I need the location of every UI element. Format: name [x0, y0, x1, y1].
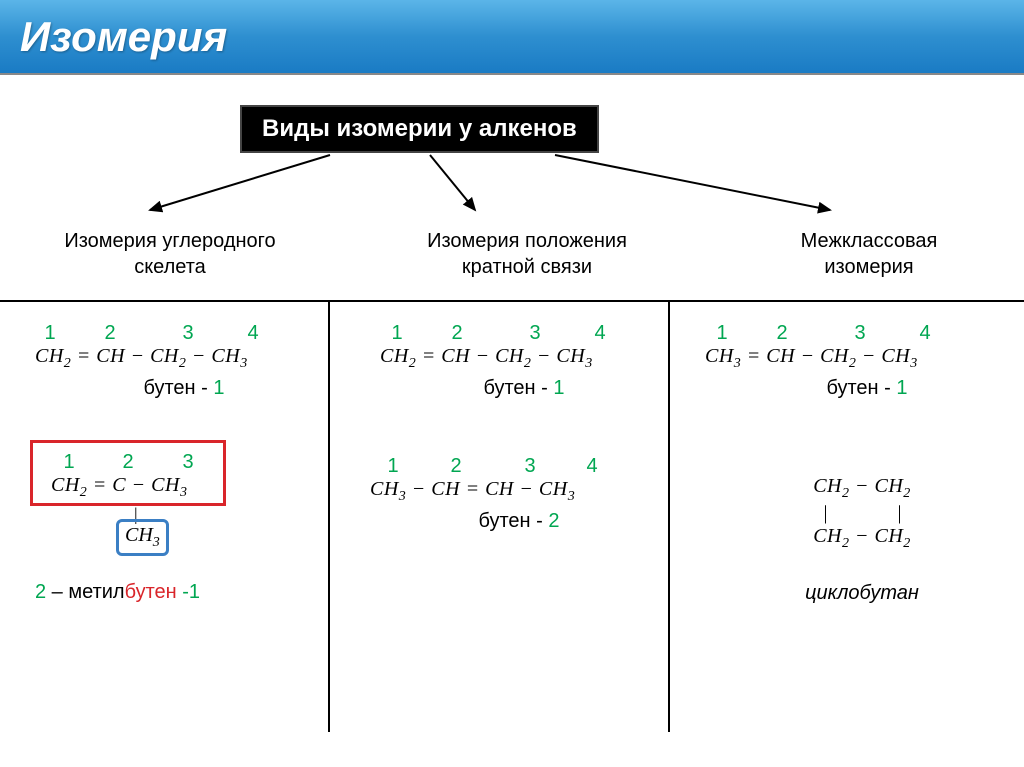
label-c2-butene2: бутен - 2	[340, 510, 658, 533]
c2l2a: бутен -	[478, 510, 548, 532]
formula-cyclo-top: CH2 − CH2	[680, 475, 984, 502]
column-interclass: 1 2 3 4 CH3 = CH − CH2 − CH3 бутен - 1 C…	[670, 302, 1024, 732]
bluebox-ch3: CH3	[116, 519, 169, 556]
nums-row-c2b: 1 2 3 4	[340, 455, 658, 478]
redbox-methylbutene: 1 2 3 CH2 = C − CH3	[30, 440, 226, 506]
l2a: 2	[35, 581, 46, 603]
formula-c2-butene1: CH2 = CH − CH2 − CH3	[340, 345, 658, 372]
columns-container: 1 2 3 4 CH2 = CH − CH2 − CH3 бутен - 1 1…	[0, 302, 1024, 732]
n2b: 2	[93, 451, 163, 474]
nums-row-c3: 1 2 3 4	[680, 322, 1014, 345]
nums-row-2: 1 2 3	[43, 451, 213, 474]
c2n4: 4	[575, 322, 625, 345]
cat1-l1: Изомерия углеродного	[64, 230, 275, 252]
nums-row: 1 2 3 4	[10, 322, 318, 345]
page-title: Изомерия	[20, 13, 227, 61]
cat2-l2: кратной связи	[462, 256, 592, 278]
cat1-l2: скелета	[134, 256, 206, 278]
cyclo-pipes: | |	[680, 502, 984, 525]
label-butene1: бутен - 1	[10, 377, 318, 400]
c2n1: 1	[375, 322, 419, 345]
c2bn4: 4	[567, 455, 617, 478]
category-row: Изомерия углеродного скелета Изомерия по…	[0, 228, 1024, 280]
formula-methylbutene: CH2 = C − CH3	[43, 474, 213, 501]
n2: 2	[72, 322, 148, 345]
n3b: 3	[163, 451, 213, 474]
cat2-l1: Изомерия положения	[427, 230, 627, 252]
l2d: -1	[182, 581, 200, 603]
c2bn2: 2	[419, 455, 493, 478]
n1b: 1	[45, 451, 93, 474]
arrows-svg	[0, 150, 1024, 230]
header-bar: Изомерия	[0, 0, 1024, 75]
c2l1b: 1	[553, 377, 564, 399]
c3n2: 2	[744, 322, 820, 345]
category-position: Изомерия положения кратной связи	[377, 228, 677, 280]
c3l2: циклобутан	[805, 582, 919, 604]
l1b: 1	[213, 377, 224, 399]
c2l2b: 2	[548, 510, 559, 532]
c3l1b: 1	[896, 377, 907, 399]
n1: 1	[28, 322, 72, 345]
n3: 3	[148, 322, 228, 345]
c3n4: 4	[900, 322, 950, 345]
nums-row-c2: 1 2 3 4	[340, 322, 658, 345]
c2bn1: 1	[367, 455, 419, 478]
l1a: бутен -	[143, 377, 213, 399]
column-position: 1 2 3 4 CH2 = CH − CH2 − CH3 бутен - 1 1…	[330, 302, 670, 732]
label-methylbutene: 2 – метилбутен -1	[10, 581, 318, 604]
formula-cyclo-bottom: CH2 − CH2	[680, 525, 984, 552]
formula-c3-butene1: CH3 = CH − CH2 − CH3	[680, 345, 1014, 372]
c3n3: 3	[820, 322, 900, 345]
category-skeleton: Изомерия углеродного скелета	[30, 228, 310, 280]
c3n1: 1	[700, 322, 744, 345]
label-c2-butene1: бутен - 1	[340, 377, 658, 400]
formula-butene1: CH2 = CH − CH2 − CH3	[10, 345, 318, 372]
c2n2: 2	[419, 322, 495, 345]
l2c: бутен	[125, 581, 183, 603]
n4: 4	[228, 322, 278, 345]
cat3-l2: изомерия	[824, 256, 913, 278]
c3l1a: бутен -	[826, 377, 896, 399]
label-cyclobutane: циклобутан	[680, 582, 1014, 605]
cat3-l1: Межклассовая	[801, 230, 938, 252]
category-interclass: Межклассовая изомерия	[744, 228, 994, 280]
subheader-box: Виды изомерии у алкенов	[240, 105, 599, 153]
column-skeleton: 1 2 3 4 CH2 = CH − CH2 − CH3 бутен - 1 1…	[0, 302, 330, 732]
c2l1a: бутен -	[483, 377, 553, 399]
c2bn3: 3	[493, 455, 567, 478]
l2b: – метил	[46, 581, 124, 603]
formula-c2-butene2: CH3 − CH = CH − CH3	[340, 478, 658, 505]
c2n3: 3	[495, 322, 575, 345]
label-c3-butene1: бутен - 1	[680, 377, 1014, 400]
